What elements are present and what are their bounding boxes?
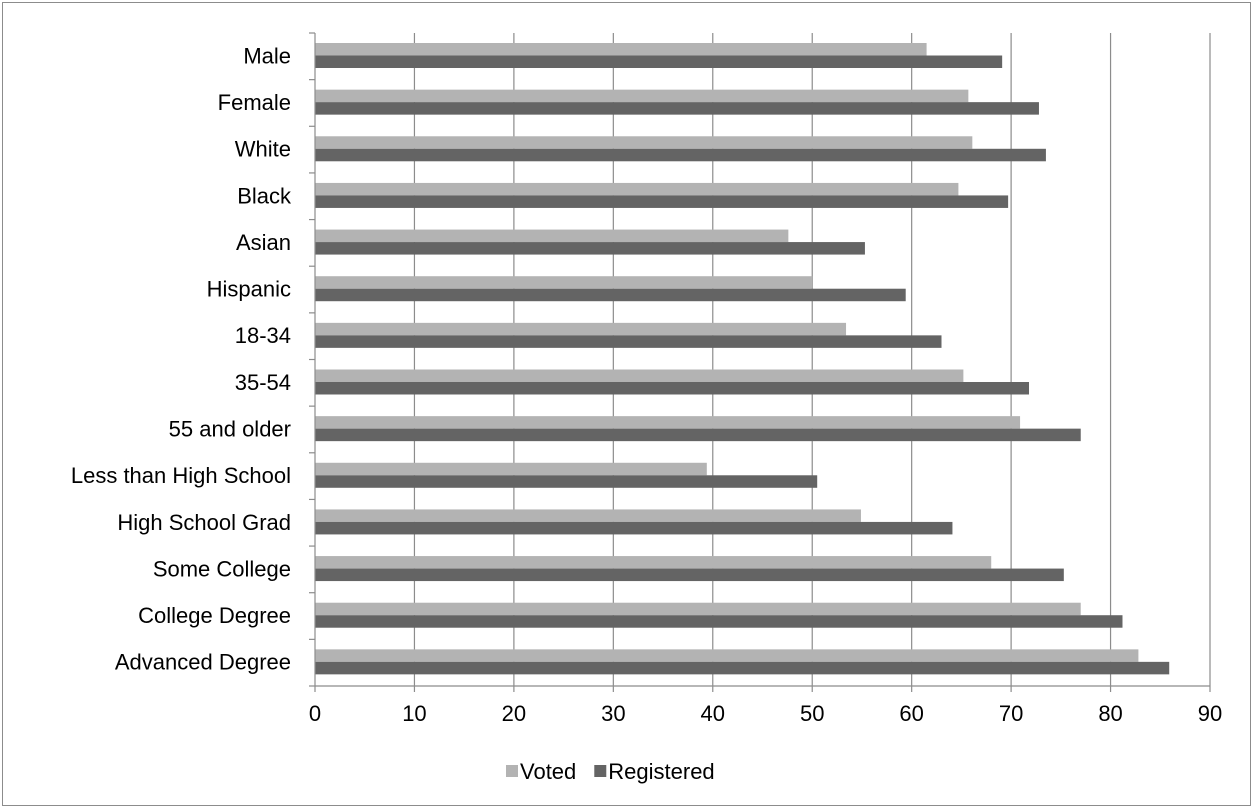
bar-voted <box>315 649 1139 662</box>
x-tick-label: 70 <box>999 701 1023 726</box>
bar-registered <box>315 521 953 535</box>
x-tick-label: 50 <box>800 701 824 726</box>
x-tick-label: 60 <box>899 701 923 726</box>
category-label: Advanced Degree <box>115 650 291 675</box>
x-tick-label: 40 <box>701 701 725 726</box>
bar-registered <box>315 55 1003 68</box>
category-label: Some College <box>153 556 291 581</box>
legend-label-registered: Registered <box>608 759 714 784</box>
bar-registered <box>315 475 818 488</box>
bar-registered <box>315 195 1009 208</box>
bar-registered <box>315 661 1170 675</box>
bar-voted <box>315 182 959 196</box>
category-label: High School Grad <box>117 510 291 535</box>
bars <box>315 43 1170 675</box>
category-label: 18-34 <box>235 323 291 348</box>
bar-voted <box>315 229 789 243</box>
x-tick-label: 20 <box>502 701 526 726</box>
category-label: Hispanic <box>207 277 291 302</box>
x-tick-label: 10 <box>402 701 426 726</box>
bar-voted <box>315 556 992 569</box>
category-labels: Male Female White Black Asian Hispanic 18-34 3… <box>71 43 292 674</box>
x-tick-label: 80 <box>1098 701 1122 726</box>
category-label: White <box>235 137 291 162</box>
bar-registered <box>315 428 1081 442</box>
axes <box>309 32 1211 692</box>
x-tick-label: 0 <box>309 701 321 726</box>
legend-swatch-registered <box>594 765 607 777</box>
category-label: 35-54 <box>235 370 291 395</box>
bar-voted <box>315 89 969 103</box>
category-label: Asian <box>236 230 291 255</box>
bar-voted <box>315 509 861 522</box>
legend: Voted Registered <box>506 759 715 784</box>
bar-voted <box>315 43 927 56</box>
x-tick-label: 30 <box>601 701 625 726</box>
category-label: Female <box>218 90 291 115</box>
bar-voted <box>315 276 813 289</box>
category-label: 55 and older <box>169 416 291 441</box>
bar-registered <box>315 615 1123 628</box>
bar-voted <box>315 416 1021 429</box>
gridlines <box>413 33 1211 686</box>
legend-label-voted: Voted <box>520 759 576 784</box>
bar-registered <box>315 335 942 348</box>
legend-swatch-voted <box>506 765 518 777</box>
bar-voted <box>315 369 964 382</box>
category-label: College Degree <box>138 603 291 628</box>
bar-registered <box>315 242 865 255</box>
category-label: Less than High School <box>71 463 291 488</box>
bar-registered <box>315 148 1046 162</box>
bar-registered <box>315 382 1030 395</box>
bar-voted <box>315 322 847 336</box>
bar-voted <box>315 602 1081 616</box>
category-label: Male <box>243 43 291 68</box>
category-label: Black <box>237 183 292 208</box>
bar-voted <box>315 136 973 149</box>
bar-registered <box>315 102 1039 115</box>
x-tick-label: 90 <box>1198 701 1222 726</box>
bar-voted <box>315 462 707 476</box>
bar-registered <box>315 568 1064 582</box>
x-tick-labels: 0 10 20 30 40 50 60 70 80 90 <box>309 701 1222 726</box>
bar-registered <box>315 288 906 302</box>
